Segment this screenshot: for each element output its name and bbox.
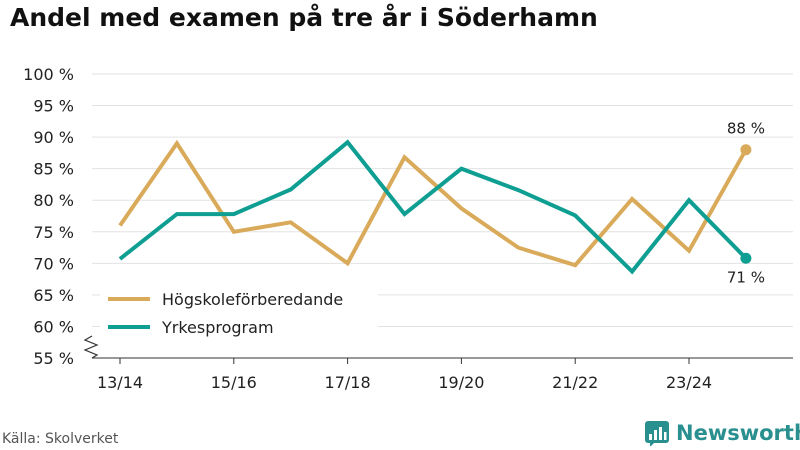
series-end-point [740,144,752,156]
y-tick-label: 55 % [33,349,74,368]
chart-title: Andel med examen på tre år i Söderhamn [10,3,598,32]
x-tick-label: 23/24 [666,373,712,392]
legend: Högskoleförberedande Yrkesprogram [100,284,378,340]
series-end-markers: 88 % 71 % [727,120,765,287]
y-tick-label: 80 % [33,191,74,210]
y-tick-label: 65 % [33,286,74,305]
brand-logo: Newsworthy [644,420,800,446]
y-tick-label: 100 % [23,65,74,84]
y-tick-label: 75 % [33,223,74,242]
y-tick-label: 90 % [33,128,74,147]
y-tick-label: 85 % [33,160,74,179]
x-tick-label: 13/14 [97,373,143,392]
x-tick-label: 17/18 [325,373,371,392]
y-tick-label: 70 % [33,254,74,273]
y-tick-labels: 55 % 60 % 65 % 70 % 75 % 80 % 85 % 90 % 95 % 100 … [23,65,74,368]
axis-break-mark [83,335,99,359]
line-chart: 55 % 60 % 65 % 70 % 75 % 80 % 85 % 90 % 95 % 100 … [23,65,793,392]
newsworthy-logo-icon [645,421,669,446]
legend-label: Högskoleförberedande [162,290,343,309]
series-end-label: 88 % [727,120,765,138]
legend-background [100,284,378,340]
series-lines [118,139,748,275]
source-text: Källa: Skolverket [2,431,119,447]
axis-break-icon [83,335,99,359]
series-end-label: 71 % [727,268,765,286]
brand-name: Newsworthy [676,421,800,445]
y-tick-label: 60 % [33,317,74,336]
x-axis: 13/14 15/16 17/18 19/20 21/22 23/24 [92,357,793,392]
x-tick-label: 19/20 [438,373,484,392]
series-line [118,139,748,268]
series-end-point [740,252,752,264]
x-tick-label: 21/22 [552,373,598,392]
legend-label: Yrkesprogram [161,318,274,337]
y-tick-label: 95 % [33,97,74,116]
x-tick-label: 15/16 [211,373,257,392]
series-line [118,139,748,275]
